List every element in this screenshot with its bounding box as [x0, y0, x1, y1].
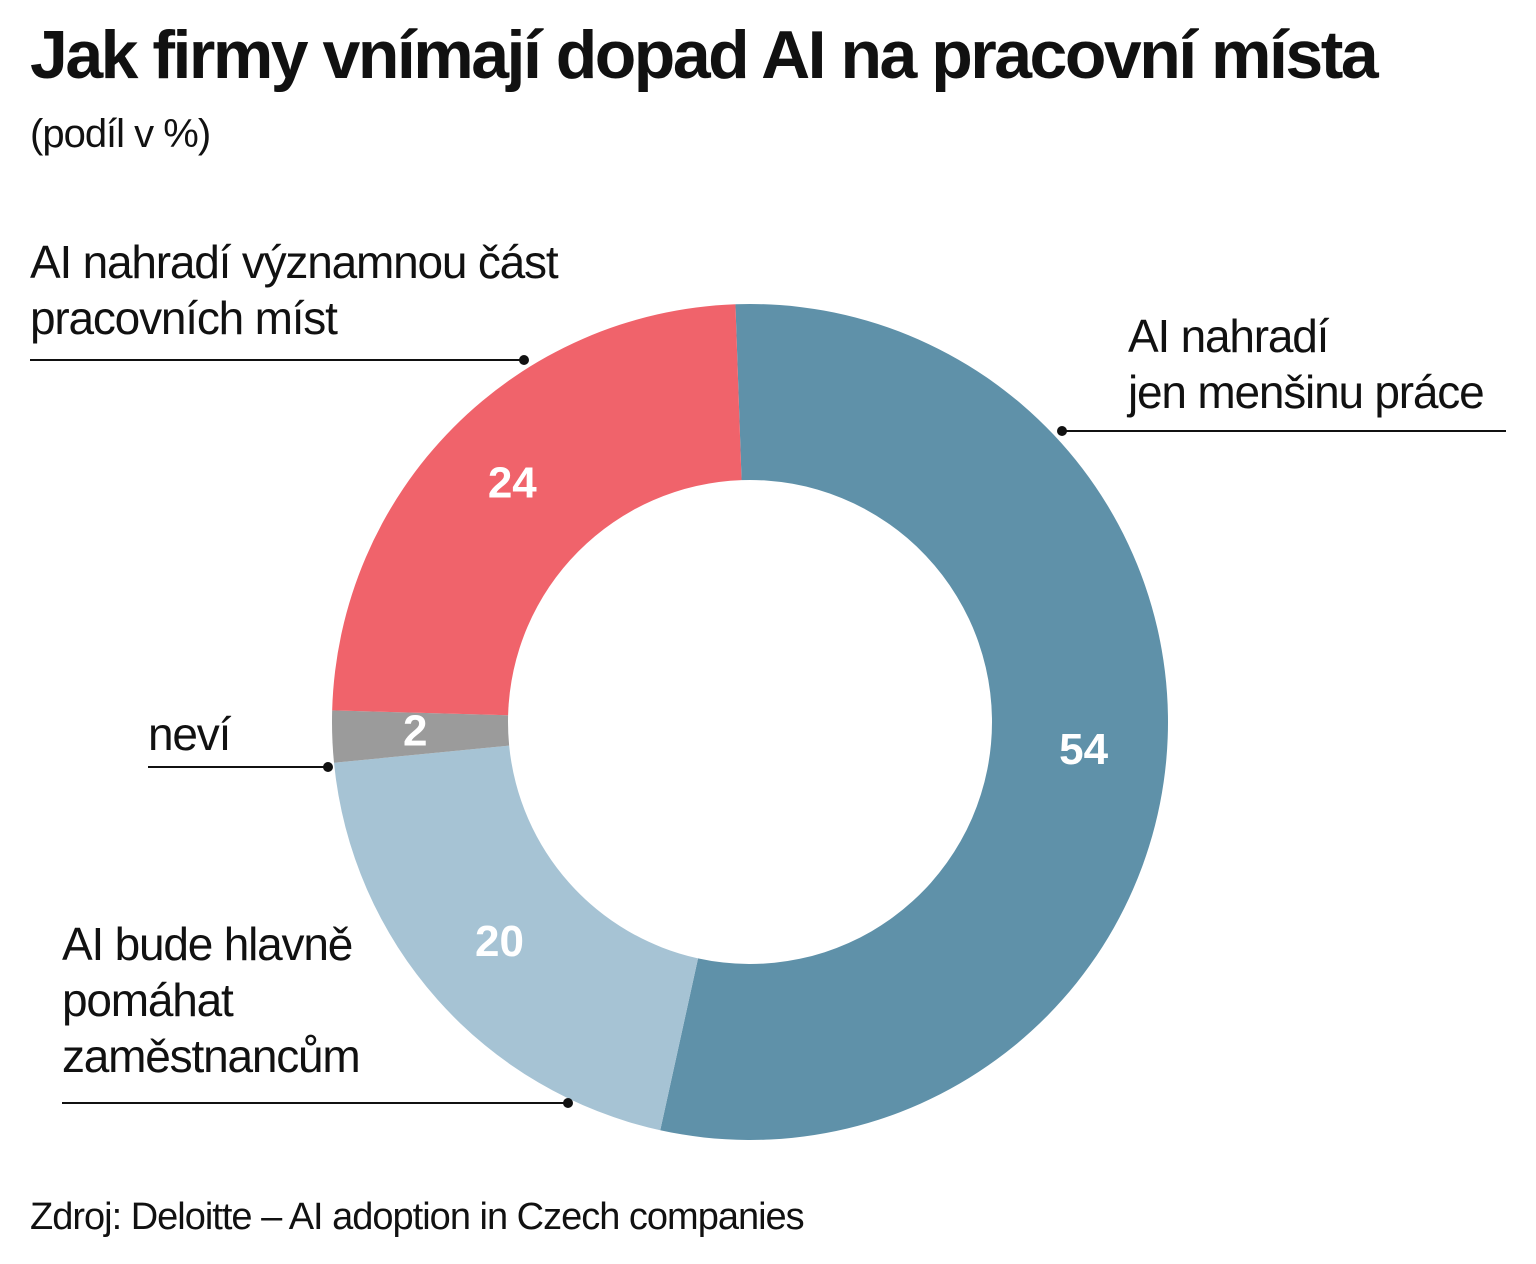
callout-dot — [563, 1098, 573, 1108]
chart-subtitle: (podíl v %) — [30, 112, 211, 156]
callout-label-line: AI bude hlavně — [62, 918, 352, 970]
slice-value-label: 20 — [475, 917, 524, 966]
callout-dot — [519, 355, 529, 365]
donut-slice — [660, 304, 1169, 1140]
callout-dot — [323, 762, 333, 772]
callout-label-line: AI nahradí významnou část — [30, 236, 559, 288]
callout-label-line: jen menšinu práce — [1126, 366, 1483, 418]
callout-label-line: pomáhat — [62, 974, 234, 1026]
donut-slice — [333, 745, 699, 1131]
callout-label-line: neví — [148, 708, 232, 760]
donut-slice — [332, 710, 510, 763]
chart-title: Jak firmy vnímají dopad AI na pracovní m… — [30, 17, 1379, 93]
source-note: Zdroj: Deloitte – AI adoption in Czech c… — [30, 1196, 805, 1238]
callout-dot — [1057, 426, 1067, 436]
slice-value-label: 54 — [1059, 725, 1108, 774]
callout-label-line: pracovních míst — [30, 292, 338, 344]
slice-value-label: 2 — [403, 706, 427, 755]
callout-label-line: zaměstnancům — [62, 1030, 360, 1082]
slice-value-label: 24 — [488, 459, 537, 508]
donut-slice — [332, 304, 742, 716]
callout-label-line: AI nahradí — [1128, 310, 1330, 362]
slice-callout: neví — [148, 708, 333, 772]
